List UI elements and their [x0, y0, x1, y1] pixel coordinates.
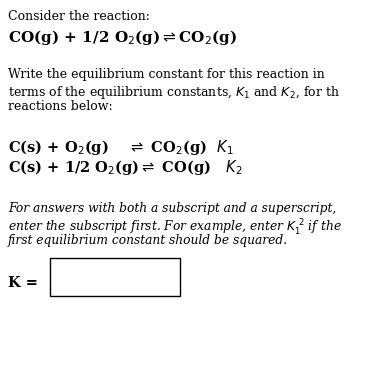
Text: Write the equilibrium constant for this reaction in: Write the equilibrium constant for this …: [8, 68, 325, 81]
Text: Consider the reaction:: Consider the reaction:: [8, 10, 150, 23]
Text: CO(g) + 1/2 O$_2$(g)$\rightleftharpoons$CO$_2$(g): CO(g) + 1/2 O$_2$(g)$\rightleftharpoons$…: [8, 28, 237, 47]
Text: first equilibrium constant should be squared.: first equilibrium constant should be squ…: [8, 234, 288, 247]
Text: For answers with both a subscript and a superscript,: For answers with both a subscript and a …: [8, 202, 336, 215]
Bar: [50, 258, 180, 296]
Text: C(s) + O$_2$(g)$\;\;\;\;\;\rightleftharpoons$ CO$_2$(g)  $K_1$: C(s) + O$_2$(g)$\;\;\;\;\;\rightleftharp…: [8, 138, 234, 157]
Text: K =: K =: [8, 276, 38, 290]
Text: reactions below:: reactions below:: [8, 100, 113, 113]
Text: enter the subscript first. For example, enter $\mathit{K}_1^{\ 2}$ if the: enter the subscript first. For example, …: [8, 218, 342, 238]
Text: terms of the equilibrium constants, $K_1$ and $K_2$, for th: terms of the equilibrium constants, $K_1…: [8, 84, 340, 101]
Text: C(s) + 1/2 O$_2$(g)$\rightleftharpoons$ CO(g)   $K_2$: C(s) + 1/2 O$_2$(g)$\rightleftharpoons$ …: [8, 158, 243, 177]
